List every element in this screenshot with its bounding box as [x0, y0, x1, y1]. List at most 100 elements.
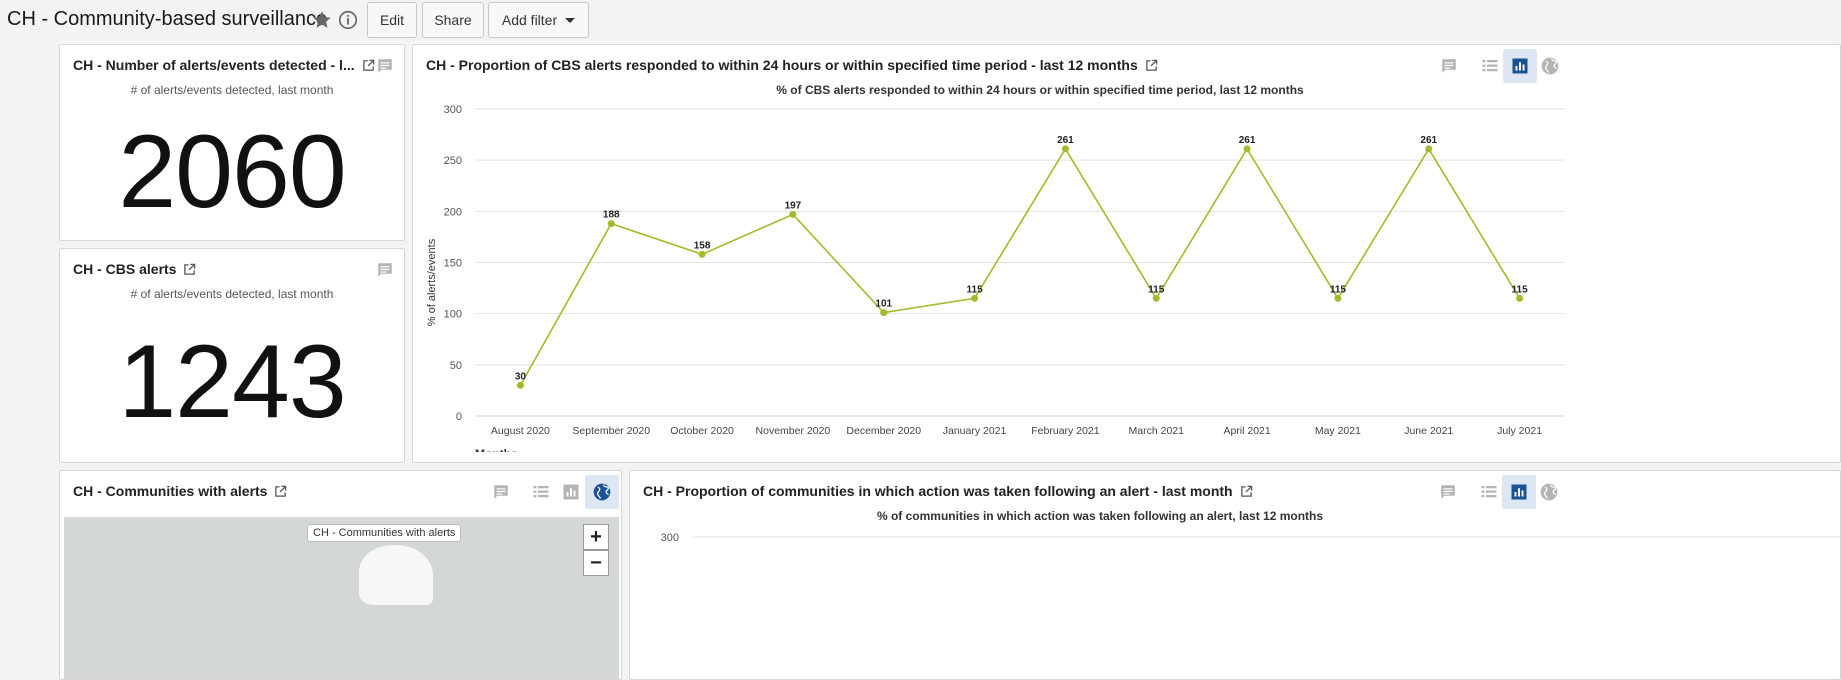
- add-filter-label: Add filter: [501, 12, 558, 28]
- star-icon[interactable]: [311, 9, 333, 31]
- external-link-icon[interactable]: [274, 485, 287, 498]
- chart-icon[interactable]: [554, 475, 588, 509]
- table-icon[interactable]: [1472, 475, 1506, 509]
- add-filter-button[interactable]: Add filter: [488, 2, 589, 38]
- data-point: [880, 309, 888, 317]
- panel-cbs-alerts: CH - CBS alerts # of alerts/events detec…: [59, 248, 405, 463]
- globe-icon[interactable]: [585, 475, 619, 509]
- panel-title-text: CH - Proportion of CBS alerts responded …: [426, 57, 1138, 73]
- data-label: 115: [1148, 284, 1165, 295]
- external-link-icon[interactable]: [362, 59, 375, 72]
- panel-proportion-communities: CH - Proportion of communities in which …: [629, 470, 1841, 680]
- panel-title[interactable]: CH - CBS alerts: [73, 261, 196, 277]
- data-point: [1425, 145, 1433, 153]
- data-label: 261: [1239, 135, 1256, 146]
- x-tick-label: August 2020: [491, 425, 550, 437]
- chart-icon[interactable]: [1502, 475, 1536, 509]
- panel-alerts-detected: CH - Number of alerts/events detected - …: [59, 44, 405, 241]
- dashboard-header: CH - Community-based surveillance Edit S…: [0, 0, 1841, 42]
- x-tick-label: October 2020: [670, 425, 734, 437]
- data-point: [698, 250, 706, 258]
- info-icon[interactable]: [337, 9, 359, 31]
- zoom-out-button[interactable]: −: [583, 550, 609, 576]
- x-tick-label: February 2021: [1031, 425, 1099, 437]
- y-tick-label: 50: [450, 360, 462, 372]
- data-label: 158: [694, 240, 711, 251]
- series-line: [519, 147, 1521, 386]
- data-point: [789, 210, 797, 218]
- metric-value: 2060: [118, 114, 346, 230]
- map-layer-label: CH - Communities with alerts: [307, 524, 462, 542]
- comment-icon[interactable]: [368, 49, 402, 83]
- metric-value: 1243: [118, 324, 346, 440]
- map-canvas[interactable]: CH - Communities with alerts + −: [64, 517, 619, 679]
- panel-title-text: CH - Number of alerts/events detected - …: [73, 57, 355, 73]
- data-point: [607, 220, 615, 228]
- data-label: 197: [785, 200, 802, 211]
- panel-title[interactable]: CH - Communities with alerts: [73, 483, 287, 499]
- table-icon[interactable]: [1473, 49, 1507, 83]
- comment-icon[interactable]: [484, 475, 518, 509]
- external-link-icon[interactable]: [183, 263, 196, 276]
- y-tick-label: 100: [444, 309, 462, 321]
- data-label: 30: [515, 371, 527, 382]
- y-tick-label: 0: [456, 411, 462, 423]
- data-label: 261: [1057, 135, 1074, 146]
- data-label: 188: [603, 210, 620, 221]
- data-label: 261: [1420, 135, 1437, 146]
- y-tick-label: 300: [661, 532, 679, 544]
- x-tick-label: January 2021: [943, 425, 1007, 437]
- x-tick-label: May 2021: [1315, 425, 1361, 437]
- y-tick-label: 150: [444, 258, 462, 270]
- data-point: [1516, 294, 1524, 302]
- data-label: 115: [967, 284, 984, 295]
- x-tick-label: September 2020: [572, 425, 650, 437]
- y-tick-label: 200: [444, 206, 462, 218]
- panel-proportion-responded: CH - Proportion of CBS alerts responded …: [412, 44, 1841, 463]
- chart-title: % of communities in which action was tak…: [877, 509, 1323, 523]
- panel-communities-with-alerts: CH - Communities with alerts CH - Commun…: [59, 470, 622, 680]
- x-tick-label: July 2021: [1497, 425, 1542, 437]
- panel-title[interactable]: CH - Number of alerts/events detected - …: [73, 57, 375, 73]
- comment-icon[interactable]: [368, 253, 402, 287]
- x-tick-label: November 2020: [756, 425, 831, 437]
- globe-icon[interactable]: [1533, 49, 1567, 83]
- edit-button[interactable]: Edit: [367, 2, 417, 38]
- data-point: [1152, 294, 1160, 302]
- data-label: 115: [1512, 284, 1529, 295]
- caret-down-icon: [565, 17, 576, 23]
- panel-title[interactable]: CH - Proportion of CBS alerts responded …: [426, 57, 1158, 73]
- chart-icon[interactable]: [1503, 49, 1537, 83]
- comment-icon[interactable]: [1431, 475, 1465, 509]
- map-region[interactable]: [359, 545, 433, 605]
- line-chart: % of CBS alerts responded to within 24 h…: [426, 83, 1565, 452]
- table-icon[interactable]: [524, 475, 558, 509]
- y-tick-label: 300: [444, 104, 462, 116]
- data-point: [971, 294, 979, 302]
- data-label: 101: [875, 299, 892, 310]
- x-tick-label: June 2021: [1404, 425, 1453, 437]
- external-link-icon[interactable]: [1240, 485, 1253, 498]
- x-tick-label: March 2021: [1129, 425, 1185, 437]
- panel-subtitle: # of alerts/events detected, last month: [130, 287, 334, 301]
- data-point: [1243, 145, 1251, 153]
- panel-title-text: CH - Proportion of communities in which …: [643, 483, 1233, 499]
- panel-subtitle: # of alerts/events detected, last month: [130, 83, 334, 97]
- x-axis-label: Months: [475, 447, 518, 452]
- globe-icon[interactable]: [1532, 475, 1566, 509]
- share-button[interactable]: Share: [422, 2, 484, 38]
- panel-title-text: CH - CBS alerts: [73, 261, 177, 277]
- zoom-in-button[interactable]: +: [583, 524, 609, 550]
- panel-title-text: CH - Communities with alerts: [73, 483, 268, 499]
- chart-title: % of CBS alerts responded to within 24 h…: [776, 83, 1304, 97]
- data-point: [1334, 294, 1342, 302]
- x-tick-label: April 2021: [1223, 425, 1270, 437]
- y-tick-label: 250: [444, 155, 462, 167]
- y-axis-label: % of alerts/events: [426, 238, 438, 326]
- data-point: [516, 381, 524, 389]
- data-label: 115: [1330, 284, 1347, 295]
- external-link-icon[interactable]: [1145, 59, 1158, 72]
- data-point: [1061, 145, 1069, 153]
- panel-title[interactable]: CH - Proportion of communities in which …: [643, 483, 1253, 499]
- comment-icon[interactable]: [1432, 49, 1466, 83]
